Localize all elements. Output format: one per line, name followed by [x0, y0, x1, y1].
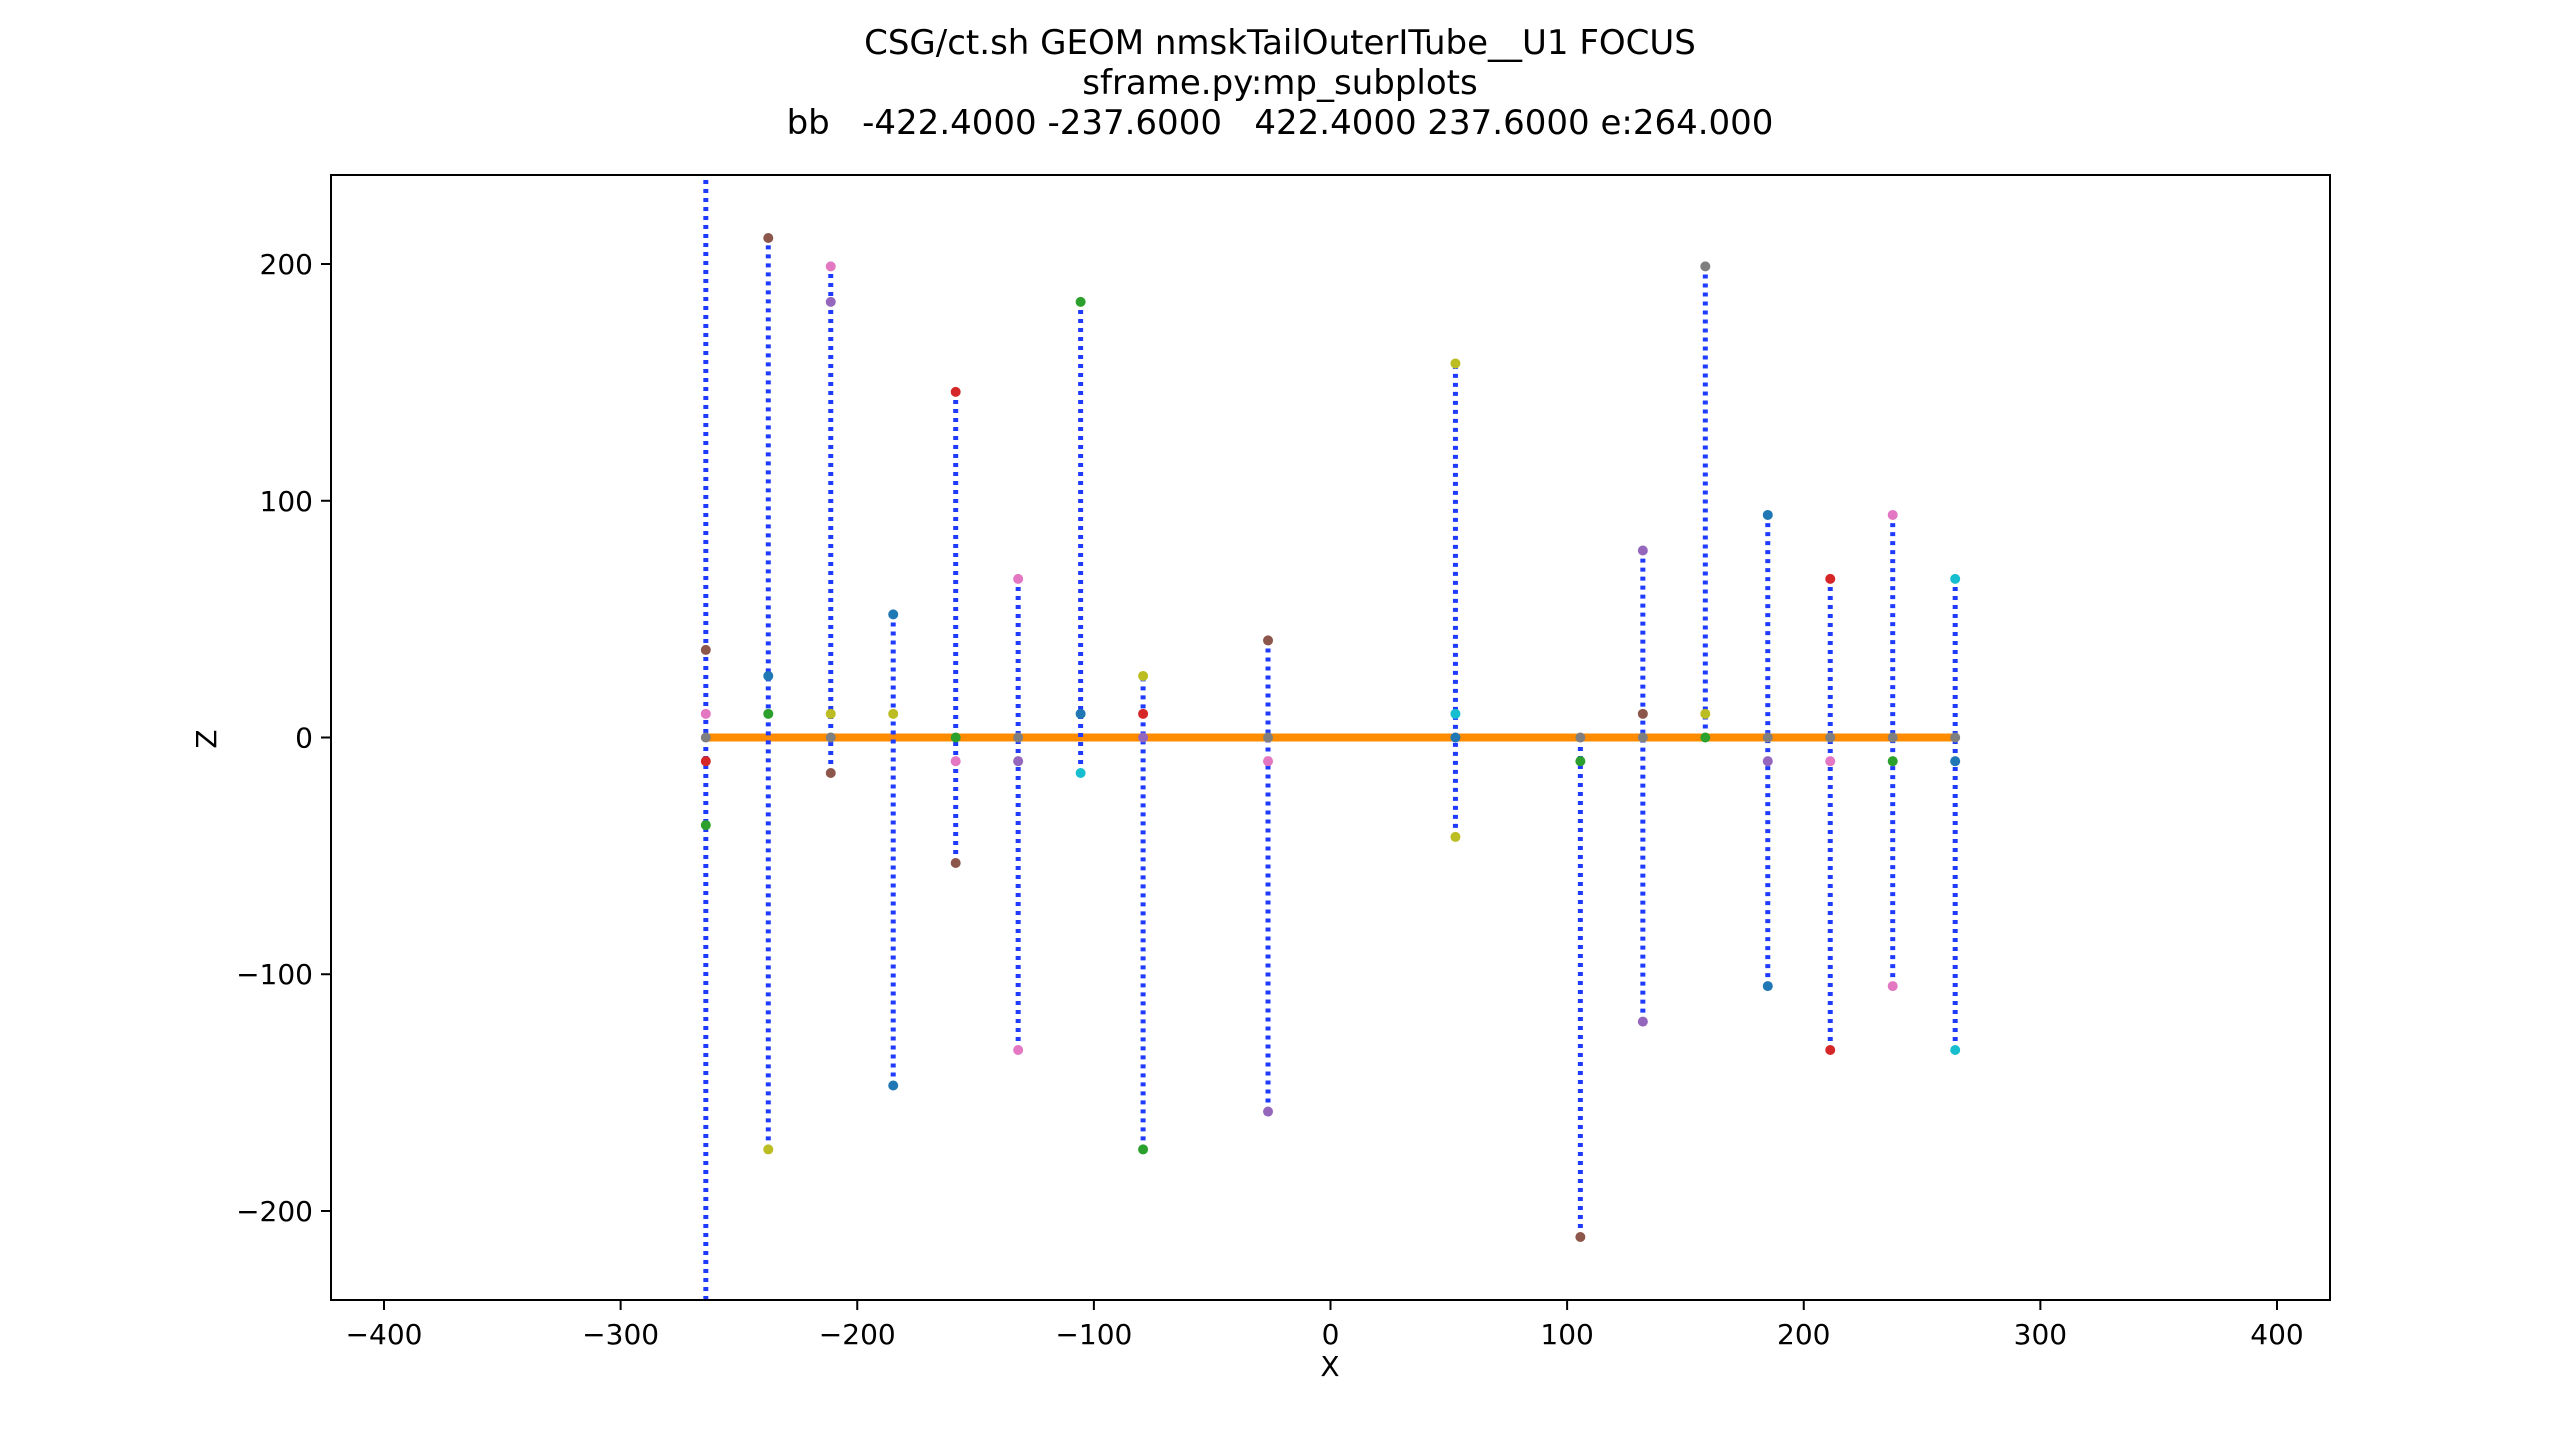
data-point [1138, 732, 1149, 743]
data-point [825, 768, 836, 779]
data-point [1950, 756, 1961, 767]
y-tick-label: 200 [260, 248, 313, 281]
x-axis-label: X [1320, 1350, 1339, 1383]
data-point [1013, 1045, 1024, 1055]
data-point [763, 232, 774, 243]
data-point [700, 708, 711, 719]
data-point [1138, 1144, 1149, 1155]
x-tick-label: −400 [346, 1318, 423, 1351]
data-point [1263, 1106, 1274, 1117]
x-tick-label: 300 [2014, 1318, 2067, 1351]
data-point [763, 1144, 774, 1155]
data-point [825, 708, 836, 719]
data-point [1075, 768, 1086, 779]
x-tick-label: −200 [819, 1318, 896, 1351]
chart-title-line-2: sframe.py:mp_subplots [1082, 63, 1477, 103]
data-marks [700, 175, 1961, 1300]
data-point [1575, 756, 1586, 767]
data-point [1637, 708, 1648, 719]
x-tick-label: 200 [1777, 1318, 1830, 1351]
data-point [1013, 732, 1024, 743]
plot-area: −400 −300 −200 −100 0 100 200 300 400 −200 −100 0 10… [236, 174, 2331, 1351]
data-point [1013, 756, 1024, 767]
data-point [1762, 732, 1773, 743]
data-point [1887, 732, 1898, 743]
x-tick-label: −100 [1055, 1318, 1132, 1351]
data-point [1762, 981, 1773, 992]
data-point [825, 261, 836, 272]
data-point [1637, 732, 1648, 743]
data-point [1075, 708, 1086, 719]
data-point [1637, 545, 1648, 556]
data-point [888, 1080, 899, 1091]
y-tick-label: −100 [236, 958, 313, 991]
x-tick-label: 0 [1322, 1318, 1340, 1351]
data-point [1450, 732, 1461, 743]
data-point [1575, 732, 1586, 743]
data-point [1825, 573, 1836, 584]
data-point [950, 756, 961, 767]
chart-title-line-1: CSG/ct.sh GEOM nmskTailOuterITube__U1 FO… [864, 23, 1696, 63]
x-tick-label: 400 [2250, 1318, 2303, 1351]
data-point [1700, 261, 1711, 272]
data-point [1825, 732, 1836, 743]
y-tick-label: 100 [260, 485, 313, 518]
data-point [1637, 1016, 1648, 1027]
data-point [1887, 509, 1898, 520]
x-tick-label: −300 [582, 1318, 659, 1351]
y-tick-label: −200 [236, 1195, 313, 1228]
x-tick-label: 100 [1540, 1318, 1593, 1351]
data-point [1825, 756, 1836, 767]
data-point [1762, 756, 1773, 767]
data-point [888, 708, 899, 719]
y-axis-label: Z [190, 729, 223, 748]
data-point [1263, 756, 1274, 767]
data-point [1887, 756, 1898, 767]
data-point [1762, 509, 1773, 520]
data-point [700, 732, 711, 743]
data-point [1950, 573, 1961, 584]
data-point [1263, 732, 1274, 743]
data-point [1075, 296, 1086, 307]
data-point [1450, 831, 1461, 842]
data-point [825, 732, 836, 743]
data-point [700, 756, 711, 767]
data-point [1575, 1232, 1586, 1243]
data-point [950, 732, 961, 743]
data-point [1450, 708, 1461, 719]
data-point [950, 857, 961, 868]
data-point [1138, 670, 1149, 681]
chart-title-line-3: bb -422.4000 -237.6000 422.4000 237.6000… [787, 103, 1774, 143]
data-point [700, 644, 711, 655]
data-point [1950, 1045, 1961, 1055]
data-point [1263, 635, 1274, 646]
y-tick-label: 0 [295, 722, 313, 755]
data-point [1700, 732, 1711, 743]
data-point [700, 820, 711, 831]
data-point [763, 708, 774, 719]
plot-frame [330, 174, 2331, 1301]
data-point [888, 609, 899, 620]
data-point [1138, 708, 1149, 719]
data-point [1450, 358, 1461, 369]
data-point [950, 386, 961, 397]
data-point [1013, 573, 1024, 584]
data-point [1950, 732, 1961, 743]
data-point [1887, 981, 1898, 992]
data-point [763, 670, 774, 681]
data-point [1825, 1045, 1836, 1055]
data-point [825, 296, 836, 307]
data-point [1700, 708, 1711, 719]
